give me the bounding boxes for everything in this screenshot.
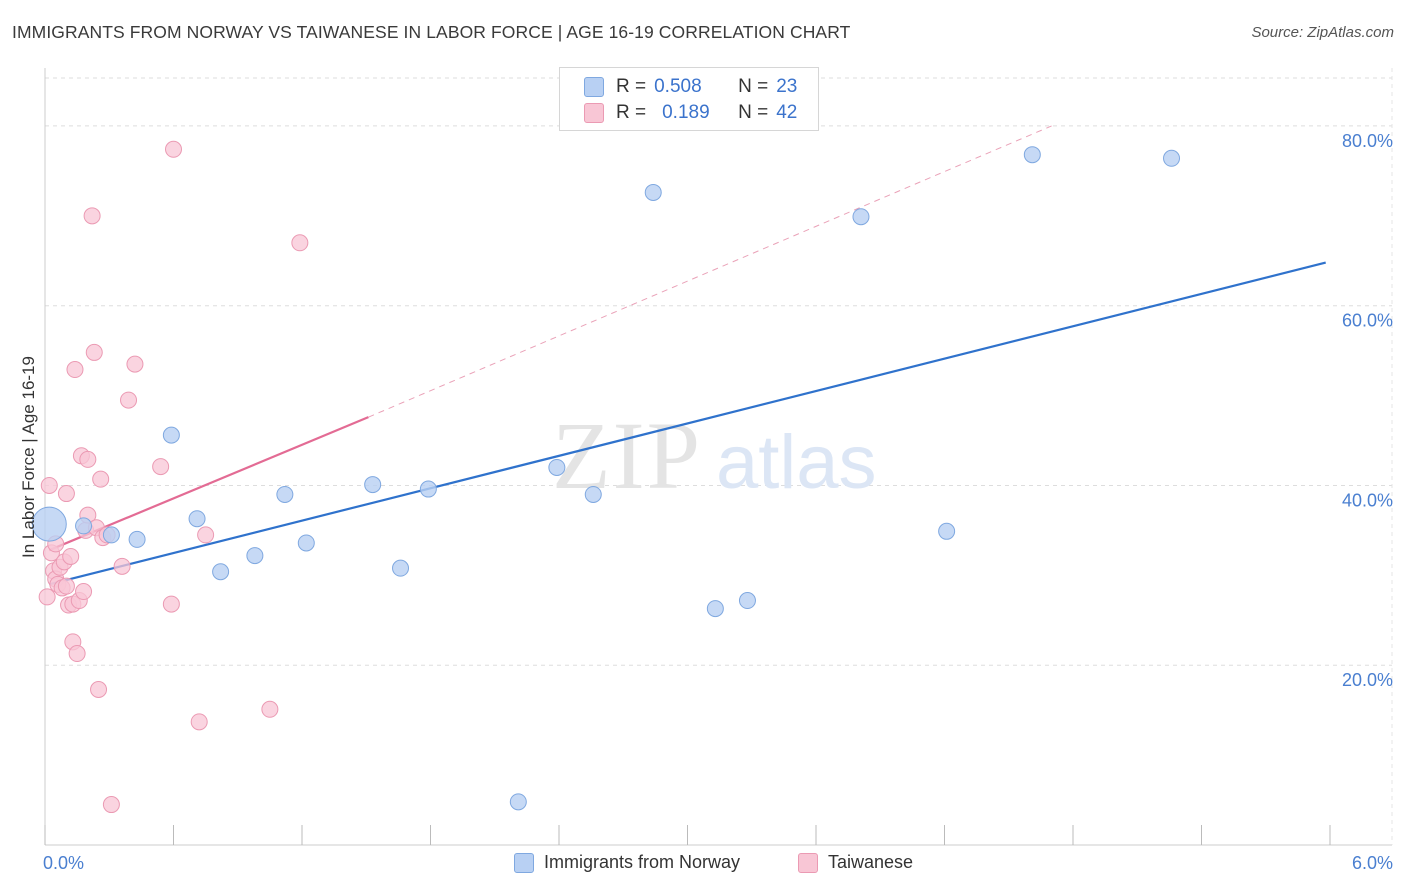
norway-point xyxy=(938,522,956,540)
norway-points xyxy=(31,146,1181,811)
norway-point-large xyxy=(31,506,67,542)
watermark-zip: ZIP xyxy=(552,402,702,509)
norway-point xyxy=(392,559,410,577)
n-value: 23 xyxy=(776,76,798,97)
n-label: N = xyxy=(738,76,769,97)
r-label: R = xyxy=(616,76,647,97)
taiwanese-point xyxy=(197,526,215,544)
taiwanese-point xyxy=(38,588,56,606)
taiwanese-point xyxy=(62,547,80,565)
y-tick-label: 80.0% xyxy=(1342,131,1393,151)
norway-point xyxy=(188,510,206,528)
taiwanese-point xyxy=(75,583,93,601)
y-tick-label: 40.0% xyxy=(1342,490,1393,510)
taiwanese-point xyxy=(57,485,75,503)
r-value: 0.508 xyxy=(654,76,702,97)
norway-swatch xyxy=(514,852,534,873)
n-value: 42 xyxy=(776,102,798,123)
bottom-legend-norway: Immigrants from Norway xyxy=(514,852,740,873)
norway-point xyxy=(102,526,120,544)
taiwanese-point xyxy=(57,577,75,595)
bottom-legend-taiwanese: Taiwanese xyxy=(798,852,913,873)
taiwanese-point xyxy=(165,140,182,158)
source-credit: Source: ZipAtlas.com xyxy=(1251,24,1394,41)
norway-point xyxy=(419,480,437,498)
norway-point xyxy=(162,426,180,444)
stats-legend-row-taiwanese: R = 0.189 N = 42 xyxy=(584,101,797,125)
norway-point xyxy=(1023,146,1041,164)
norway-point xyxy=(75,517,93,535)
norway-swatch xyxy=(584,77,604,97)
taiwanese-point xyxy=(90,681,108,699)
y-axis-label: In Labor Force | Age 16-19 xyxy=(19,356,38,558)
taiwanese-point xyxy=(291,234,309,252)
taiwanese-point xyxy=(40,476,58,494)
r-label: R = xyxy=(616,102,647,123)
norway-point xyxy=(706,600,724,618)
chart-title: IMMIGRANTS FROM NORWAY VS TAIWANESE IN L… xyxy=(12,22,851,42)
watermark-atlas: atlas xyxy=(716,420,877,505)
gridlines xyxy=(45,77,1392,666)
taiwanese-swatch xyxy=(798,852,818,873)
taiwanese-point xyxy=(126,355,144,373)
stats-legend-row-norway: R = 0.508 N = 23 xyxy=(584,75,797,99)
legend-label-taiwanese: Taiwanese xyxy=(828,852,914,872)
y-tick-label: 60.0% xyxy=(1342,311,1393,331)
taiwanese-point xyxy=(79,450,97,468)
taiwanese-point xyxy=(68,645,86,663)
taiwanese-point xyxy=(261,700,279,718)
taiwanese-point xyxy=(162,595,180,613)
norway-point xyxy=(246,547,264,565)
legend-label-norway: Immigrants from Norway xyxy=(544,852,741,872)
trend-lines xyxy=(48,125,1326,586)
taiwanese-swatch xyxy=(584,103,604,123)
y-tick-label: 20.0% xyxy=(1342,670,1393,690)
tick-labels: 20.0% 40.0% 60.0% 80.0% 0.0% 6.0% xyxy=(43,131,1393,873)
norway-point xyxy=(212,563,230,581)
n-label: N = xyxy=(738,102,769,123)
taiwanese-point xyxy=(113,557,131,575)
taiwanese-point xyxy=(83,207,101,225)
taiwanese-points xyxy=(38,140,309,814)
watermark: ZIP atlas xyxy=(552,402,877,509)
taiwanese-point xyxy=(102,796,120,814)
norway-point xyxy=(509,793,527,811)
taiwanese-point xyxy=(66,361,84,379)
norway-point xyxy=(584,485,602,503)
taiwanese-point xyxy=(190,713,208,731)
norway-trend-line xyxy=(49,261,1326,586)
norway-point xyxy=(644,183,662,201)
norway-point xyxy=(1163,149,1181,167)
stats-legend: R = 0.508 N = 23 R = 0.189 N = 42 xyxy=(559,67,819,131)
norway-point xyxy=(738,592,756,610)
taiwanese-point xyxy=(92,470,110,488)
axes xyxy=(44,68,1393,846)
taiwanese-point xyxy=(152,458,170,476)
r-value: 0.189 xyxy=(662,102,710,123)
norway-point xyxy=(852,208,870,226)
taiwanese-trend-extension xyxy=(368,125,1052,418)
x-tick-label: 0.0% xyxy=(43,853,84,873)
taiwanese-point xyxy=(120,391,138,409)
norway-point xyxy=(276,485,294,503)
norway-point xyxy=(548,458,566,476)
norway-point xyxy=(128,530,146,548)
norway-point xyxy=(297,534,315,552)
norway-point xyxy=(364,476,382,494)
taiwanese-point xyxy=(85,343,103,361)
x-tick-label: 6.0% xyxy=(1352,853,1393,873)
